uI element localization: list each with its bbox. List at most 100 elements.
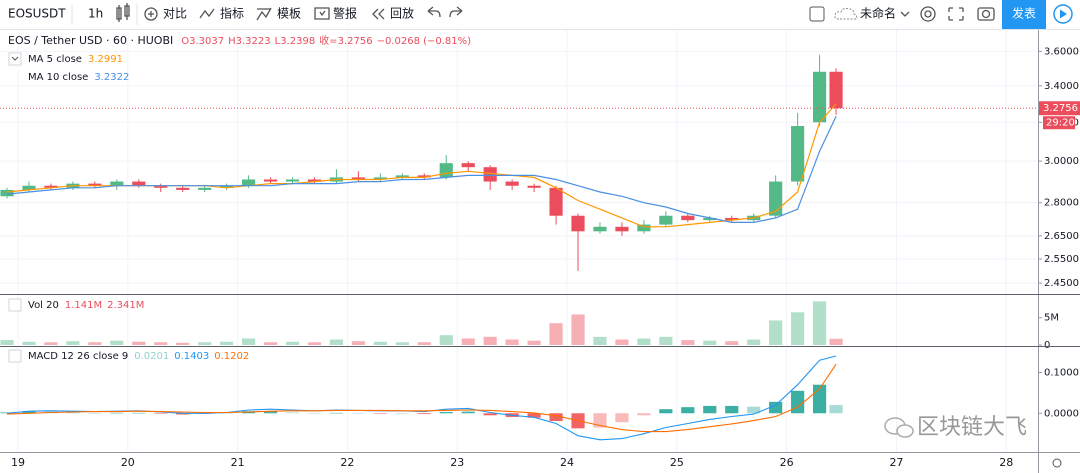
volume-bar	[22, 341, 36, 345]
x-tick-label: 24	[560, 456, 574, 469]
volume-bar	[44, 342, 58, 345]
volume-bar	[66, 341, 80, 345]
legend-name: MA 5 close	[28, 54, 82, 65]
macd-histogram	[593, 413, 607, 428]
volume-bar	[395, 342, 409, 345]
macd-histogram	[417, 413, 431, 415]
volume-bar	[417, 342, 431, 345]
collapse-button[interactable]	[8, 349, 22, 363]
dropdown-arrow[interactable]	[900, 11, 910, 17]
y-tick-label: 2.4500	[1044, 278, 1079, 289]
candle-body	[483, 167, 497, 182]
compare[interactable]: 对比	[163, 7, 187, 21]
templates[interactable]: 模板	[277, 7, 301, 21]
compare-icon[interactable]	[144, 7, 158, 21]
checkbox[interactable]	[809, 6, 825, 22]
macd-histogram	[22, 411, 36, 414]
indicators-icon[interactable]	[199, 8, 215, 19]
volume-bar	[285, 341, 300, 345]
candle-body	[395, 175, 409, 178]
legend-name: Vol 20	[28, 300, 59, 311]
ohlc-value: L3.2398	[275, 36, 316, 47]
alerts[interactable]: 警报	[333, 6, 357, 21]
macd-histogram	[747, 406, 761, 414]
macd-histogram	[110, 412, 124, 414]
y-tick-label: 2.6500	[1044, 231, 1079, 242]
replay-icon[interactable]	[372, 8, 385, 20]
y-tick-label: 0.0000	[1044, 408, 1079, 419]
candle-body	[285, 179, 300, 182]
volume-bar	[132, 341, 146, 345]
layout-name[interactable]: 未命名	[860, 6, 896, 21]
chart-style-icon[interactable]	[116, 3, 130, 22]
macd-histogram	[703, 405, 717, 414]
macd-histogram	[791, 390, 805, 414]
ohlc-value: 收=3.2756	[319, 34, 372, 47]
legend-name: MACD 12 26 close 9	[28, 351, 128, 362]
indicators[interactable]: 指标	[220, 6, 244, 21]
candle-body	[812, 71, 827, 123]
snapshot-icon[interactable]	[977, 7, 995, 21]
publish[interactable]: 发表	[1012, 6, 1036, 21]
candle-body	[22, 185, 36, 190]
collapse-arrow[interactable]	[11, 56, 19, 61]
watermark-text: 区块链大飞	[917, 415, 1027, 440]
volume-bar	[791, 312, 805, 345]
candle-body	[725, 217, 739, 221]
macd-histogram	[329, 412, 344, 414]
legend-value: 3.2991	[88, 54, 123, 65]
axis-settings-icon[interactable]	[1052, 458, 1062, 468]
settings-icon[interactable]	[920, 6, 936, 22]
macd-histogram	[307, 413, 322, 414]
volume-bar	[439, 335, 453, 345]
fullscreen-icon[interactable]	[948, 7, 964, 21]
macd-histogram	[373, 413, 387, 414]
x-tick-label: 28	[999, 456, 1013, 469]
volume-bar	[329, 339, 344, 345]
wechat-icon	[896, 424, 914, 438]
volume-bar	[725, 341, 739, 345]
interval[interactable]: 1h	[88, 7, 103, 21]
candle-body	[220, 185, 234, 188]
countdown-bg	[1043, 116, 1075, 130]
series-title: EOS / Tether USD · 60 · HUOBI	[8, 34, 173, 47]
play-icon[interactable]	[1053, 4, 1073, 24]
volume-bar	[483, 336, 497, 345]
volume-bar	[505, 339, 519, 345]
candle-body	[154, 185, 168, 188]
candle-body	[769, 181, 783, 216]
templates-icon[interactable]	[256, 7, 272, 21]
candle-body	[263, 179, 278, 182]
legend-name: MA 10 close	[28, 72, 88, 83]
y-tick-label: 2.5500	[1044, 254, 1079, 265]
ohlc-value: H3.3223	[228, 36, 271, 47]
publish-button[interactable]	[1002, 0, 1046, 29]
candle-body	[615, 226, 629, 232]
countdown: 29:20	[1046, 118, 1075, 129]
y-tick-label: 0.1000	[1044, 367, 1079, 378]
macd-histogram	[681, 407, 695, 414]
replay[interactable]: 回放	[390, 6, 414, 21]
candle-body	[681, 215, 695, 221]
redo[interactable]	[449, 6, 463, 18]
legend: 3.2756 29:20 EOS / Tether USD · 60 · HUOBI…	[8, 34, 1080, 363]
alerts-icon[interactable]	[314, 7, 330, 20]
collapse-button[interactable]	[8, 52, 22, 66]
undo[interactable]	[427, 6, 441, 18]
volume-bar	[829, 338, 843, 345]
ohlc-value: O3.3037	[181, 36, 224, 47]
macd-histogram	[154, 413, 168, 414]
candle-body	[571, 215, 585, 232]
volume-bar	[461, 338, 475, 345]
collapse-button[interactable]	[8, 298, 22, 312]
candle-body	[637, 224, 651, 232]
volume-bar	[527, 340, 541, 345]
y-tick-label: 5M	[1044, 313, 1059, 324]
plot	[0, 54, 1037, 441]
symbol[interactable]: EOSUSDT	[8, 7, 66, 21]
macd-histogram	[769, 401, 783, 414]
macd-histogram	[132, 412, 146, 414]
volume-bar	[154, 342, 168, 345]
x-tick-label: 25	[670, 456, 684, 469]
toolbar: EOSUSDT 1h 对比 指标 模板 警报 回放 未命名 发表	[0, 0, 1080, 30]
